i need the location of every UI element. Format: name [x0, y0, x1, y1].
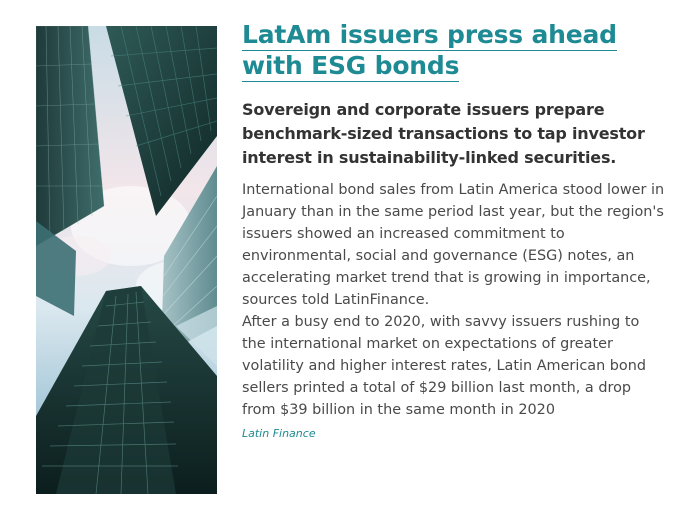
headline-line-2: with ESG bonds	[242, 51, 460, 82]
article-body: International bond sales from Latin Amer…	[242, 179, 667, 421]
body-paragraph: International bond sales from Latin Amer…	[242, 182, 665, 308]
standfirst: Sovereign and corporate issuers prepare …	[242, 100, 645, 167]
article: LatAm issuers press ahead with ESG bonds…	[242, 20, 682, 440]
body-paragraph: After a busy end to 2020, with savvy iss…	[242, 314, 646, 418]
skyscrapers-photo	[36, 26, 217, 494]
source-credit: Latin Finance	[242, 427, 316, 440]
headline: LatAm issuers press ahead with ESG bonds	[242, 20, 682, 82]
headline-line-1: LatAm issuers press ahead	[242, 20, 617, 51]
